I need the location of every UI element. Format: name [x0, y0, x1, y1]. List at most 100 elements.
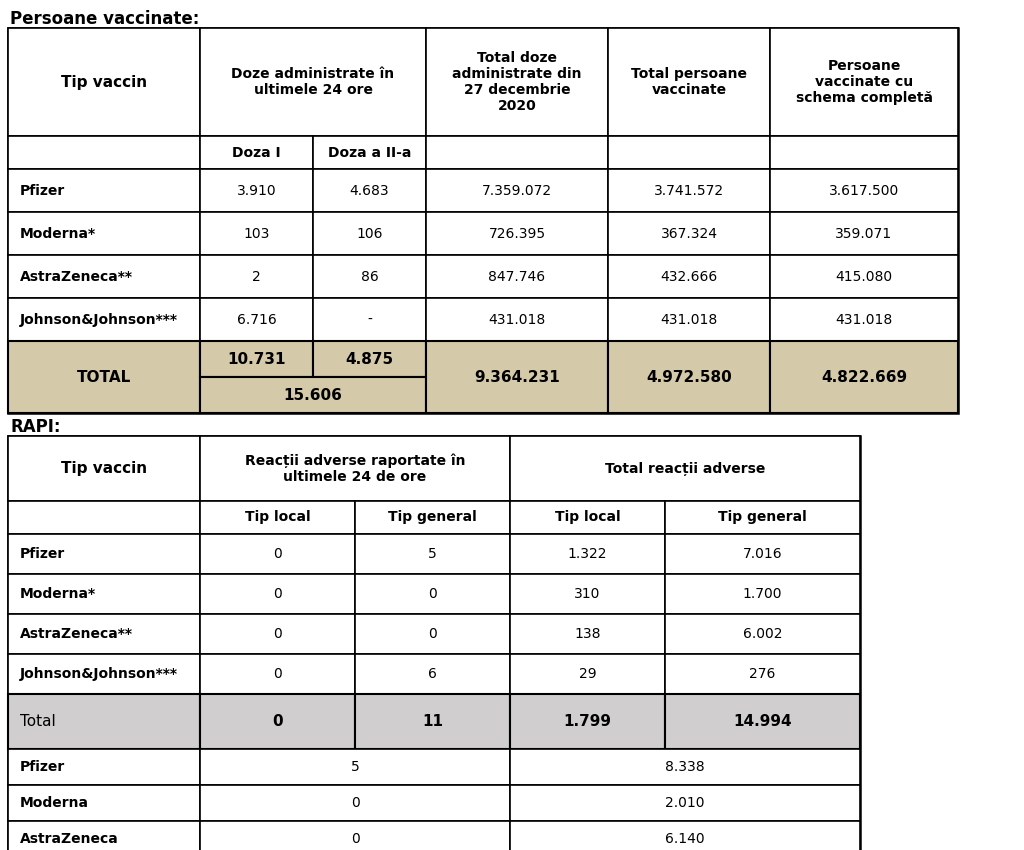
Text: Tip vaccin: Tip vaccin [61, 75, 147, 89]
Bar [665, 574, 860, 614]
Bar [426, 341, 608, 413]
Text: 4.972.580: 4.972.580 [646, 370, 732, 384]
Text: 359.071: 359.071 [836, 226, 893, 241]
Bar [200, 298, 313, 341]
Text: 15.606: 15.606 [284, 388, 342, 403]
Bar [426, 298, 608, 341]
Text: 847.746: 847.746 [488, 269, 546, 284]
Bar [608, 136, 770, 169]
Text: Moderna: Moderna [20, 796, 89, 810]
Bar [200, 534, 355, 574]
Bar [355, 694, 510, 749]
Text: 5: 5 [350, 760, 359, 774]
Bar [200, 169, 313, 212]
Bar [665, 654, 860, 694]
Text: 1.799: 1.799 [563, 714, 611, 729]
Text: Pfizer: Pfizer [20, 760, 66, 774]
Bar [510, 501, 665, 534]
Bar [8, 255, 200, 298]
Text: 310: 310 [574, 587, 601, 601]
Text: Moderna*: Moderna* [20, 587, 96, 601]
Text: 11: 11 [422, 714, 443, 729]
Text: 103: 103 [244, 226, 269, 241]
Bar [200, 28, 426, 136]
Text: 6.140: 6.140 [666, 832, 705, 846]
Bar [8, 28, 958, 413]
Text: 0: 0 [350, 796, 359, 810]
Bar [8, 436, 860, 850]
Text: AstraZeneca: AstraZeneca [20, 832, 119, 846]
Text: Pfizer: Pfizer [20, 184, 66, 197]
Bar [355, 501, 510, 534]
Bar [8, 749, 200, 785]
Text: Reacții adverse raportate în
ultimele 24 de ore: Reacții adverse raportate în ultimele 24… [245, 453, 465, 484]
Text: 3.741.572: 3.741.572 [654, 184, 724, 197]
Bar [665, 614, 860, 654]
Bar [608, 28, 770, 136]
Bar [355, 574, 510, 614]
Bar [510, 694, 665, 749]
Bar [8, 28, 200, 136]
Text: 415.080: 415.080 [836, 269, 893, 284]
Text: 86: 86 [360, 269, 379, 284]
Text: 29: 29 [579, 667, 596, 681]
Text: Persoane vaccinate:: Persoane vaccinate: [10, 10, 200, 28]
Text: 2.010: 2.010 [666, 796, 705, 810]
Text: Total persoane
vaccinate: Total persoane vaccinate [631, 67, 746, 97]
Bar [510, 654, 665, 694]
Bar [313, 341, 426, 377]
Bar [313, 169, 426, 212]
Text: Johnson&Johnson***: Johnson&Johnson*** [20, 667, 178, 681]
Text: Doza a II-a: Doza a II-a [328, 145, 412, 160]
Bar [510, 749, 860, 785]
Bar [355, 654, 510, 694]
Bar [770, 212, 958, 255]
Text: 0: 0 [273, 667, 282, 681]
Text: 3.910: 3.910 [237, 184, 276, 197]
Text: 0: 0 [273, 547, 282, 561]
Bar [313, 212, 426, 255]
Bar [200, 574, 355, 614]
Bar [355, 534, 510, 574]
Text: AstraZeneca**: AstraZeneca** [20, 627, 133, 641]
Text: Johnson&Johnson***: Johnson&Johnson*** [20, 313, 178, 326]
Bar [8, 501, 200, 534]
Bar [426, 169, 608, 212]
Bar [8, 534, 200, 574]
Text: Total doze
administrate din
27 decembrie
2020: Total doze administrate din 27 decembrie… [453, 51, 582, 113]
Bar [608, 341, 770, 413]
Bar [510, 534, 665, 574]
Bar [200, 821, 510, 850]
Text: 726.395: 726.395 [488, 226, 546, 241]
Text: Total reacții adverse: Total reacții adverse [605, 462, 765, 475]
Bar [313, 298, 426, 341]
Bar [426, 255, 608, 298]
Text: 4.875: 4.875 [345, 352, 393, 366]
Bar [8, 436, 200, 501]
Bar [8, 212, 200, 255]
Text: 14.994: 14.994 [733, 714, 792, 729]
Text: Doze administrate în
ultimele 24 ore: Doze administrate în ultimele 24 ore [231, 67, 394, 97]
Bar [770, 255, 958, 298]
Text: 8.338: 8.338 [666, 760, 705, 774]
Bar [770, 169, 958, 212]
Bar [770, 298, 958, 341]
Bar [608, 255, 770, 298]
Text: Tip vaccin: Tip vaccin [61, 461, 147, 476]
Text: 431.018: 431.018 [836, 313, 893, 326]
Text: 0: 0 [272, 714, 283, 729]
Bar [200, 614, 355, 654]
Bar [8, 169, 200, 212]
Text: 10.731: 10.731 [227, 352, 286, 366]
Bar [510, 785, 860, 821]
Bar [8, 136, 200, 169]
Text: Moderna*: Moderna* [20, 226, 96, 241]
Text: Tip local: Tip local [555, 511, 621, 524]
Text: 0: 0 [350, 832, 359, 846]
Text: 1.322: 1.322 [567, 547, 607, 561]
Bar [608, 169, 770, 212]
Text: Tip general: Tip general [718, 511, 807, 524]
Bar [608, 212, 770, 255]
Text: 367.324: 367.324 [660, 226, 718, 241]
Bar [770, 28, 958, 136]
